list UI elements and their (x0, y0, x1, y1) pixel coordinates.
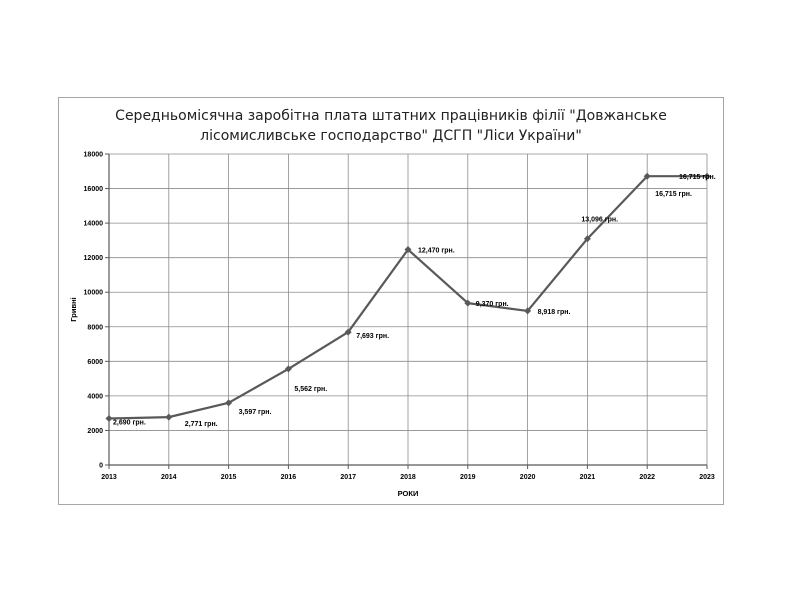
x-tick-label: 2013 (101, 474, 117, 481)
data-labels: 2,690 грн. 2,771 грн. 3,597 грн. 5,562 грн.… (113, 174, 716, 428)
y-tick-label: 10000 (84, 290, 104, 297)
y-tick-label: 12000 (84, 255, 104, 262)
x-tick-label: 2023 (699, 474, 715, 481)
data-label: 5,562 грн. (294, 386, 327, 393)
x-tick-label: 2016 (281, 474, 297, 481)
data-label: 16,715 грн. (679, 174, 716, 181)
x-tick-label: 2018 (400, 474, 416, 481)
y-tick-label: 16000 (84, 186, 104, 193)
y-tick-label: 8000 (87, 324, 103, 331)
y-tick-label: 6000 (87, 359, 103, 366)
x-tick-label: 2014 (161, 474, 177, 481)
data-point-marker (583, 235, 591, 243)
data-label: 13,096 грн. (581, 217, 618, 224)
x-tick-label: 2022 (639, 474, 655, 481)
x-tick-label: 2017 (340, 474, 356, 481)
y-axis-title: Гривні (69, 297, 78, 321)
data-point-marker (524, 307, 532, 315)
data-point-marker (703, 172, 711, 180)
data-label: 2,771 грн. (185, 421, 218, 428)
y-tick-label: 14000 (84, 221, 104, 228)
x-tick-label: 2020 (520, 474, 536, 481)
data-series (105, 172, 711, 423)
y-tick-label: 4000 (87, 393, 103, 400)
chart-title: Середньомісячна заробітна плата штатних … (115, 108, 667, 144)
data-point-marker (344, 328, 352, 336)
data-point-marker (165, 413, 173, 421)
data-point-marker (105, 415, 113, 423)
data-label: 16,715 грн. (655, 191, 692, 198)
data-label: 8,918 грн. (538, 309, 571, 316)
gridlines (109, 153, 708, 465)
data-point-marker (284, 365, 292, 373)
x-axis-title: РОКИ (398, 489, 419, 498)
data-point-marker (643, 172, 651, 180)
data-label: 9,370 грн. (476, 301, 509, 308)
x-tick-label: 2019 (460, 474, 476, 481)
y-tick-label: 2000 (87, 428, 103, 435)
data-label: 12,470 грн. (418, 248, 455, 255)
data-label: 2,690 грн. (113, 420, 146, 427)
data-point-marker (225, 399, 233, 407)
y-tick-label: 0 (99, 463, 103, 470)
data-point-marker (404, 246, 412, 254)
data-label: 3,597 грн. (239, 409, 272, 416)
y-tick-label: 18000 (84, 152, 104, 159)
data-label: 7,693 грн. (356, 333, 389, 340)
x-tick-label: 2021 (580, 474, 596, 481)
axes: 0 2000 4000 6000 8000 10000 12000 14000 16000 180… (84, 152, 715, 482)
x-tick-label: 2015 (221, 474, 237, 481)
data-point-marker (464, 299, 472, 307)
